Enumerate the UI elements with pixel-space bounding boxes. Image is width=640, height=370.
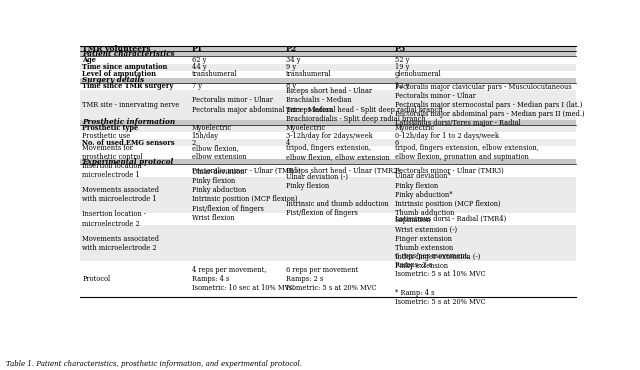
Text: transhumeral: transhumeral	[286, 70, 332, 78]
Bar	[80, 164, 576, 177]
Text: 6: 6	[395, 139, 399, 147]
Bar	[80, 177, 576, 213]
Text: 52 y: 52 y	[395, 56, 410, 64]
Bar	[80, 83, 576, 90]
Bar	[80, 225, 576, 261]
Text: Insertion location -
microelectrode 2: Insertion location - microelectrode 2	[83, 211, 147, 228]
Text: 8 y: 8 y	[286, 83, 296, 91]
Text: Patient characteristics: Patient characteristics	[83, 50, 175, 58]
Bar	[80, 71, 576, 78]
Bar	[80, 51, 576, 56]
Text: P1: P1	[191, 45, 203, 53]
Text: 7 y: 7 y	[191, 83, 202, 91]
Text: Age: Age	[83, 56, 97, 64]
Text: Protocol: Protocol	[83, 275, 111, 283]
Text: 12 y: 12 y	[395, 83, 410, 91]
Text: P2: P2	[286, 45, 297, 53]
Text: Pectoralis minor - Ulnar (TMR1): Pectoralis minor - Ulnar (TMR1)	[191, 166, 300, 175]
Text: 9 y: 9 y	[286, 63, 296, 71]
Text: 6 reps per movement,
Ramps: 2 s
Isometric: 5 s at 10% MVC

* Ramp: 4 s
Isometric: 6 reps per movement, Ramps: 2 s Isometri…	[395, 252, 486, 306]
Bar	[80, 125, 576, 132]
Text: Surgery details: Surgery details	[83, 77, 145, 84]
Text: No. of used EMG sensors: No. of used EMG sensors	[83, 139, 175, 147]
Text: Ulnar deviation (-)
Pinky flexion

Intrinsic and thumb adduction
Fist/flexion of: Ulnar deviation (-) Pinky flexion Intrin…	[286, 172, 388, 217]
Text: Movements for
prosthetic control: Movements for prosthetic control	[83, 144, 143, 161]
Text: Time since amputation: Time since amputation	[83, 63, 168, 71]
Bar	[80, 120, 576, 125]
Text: Pectoralis minor - Ulnar
Pectoralis major abdominal pars - Median: Pectoralis minor - Ulnar Pectoralis majo…	[191, 97, 333, 114]
Text: 62 y: 62 y	[191, 56, 206, 64]
Text: Prosthetic use: Prosthetic use	[83, 132, 131, 139]
Text: tripod, fingers extension, elbow extension,
elbow flexion, pronation and supinat: tripod, fingers extension, elbow extensi…	[395, 144, 539, 161]
Text: TMR volunteers: TMR volunteers	[83, 45, 151, 53]
Bar	[80, 147, 576, 159]
Text: Latissimus dorsi - Radial (TMR4): Latissimus dorsi - Radial (TMR4)	[395, 215, 506, 223]
Text: Level of amputation: Level of amputation	[83, 70, 157, 78]
Text: 34 y: 34 y	[286, 56, 300, 64]
Text: 44 y: 44 y	[191, 63, 206, 71]
Text: transhumeral: transhumeral	[191, 70, 237, 78]
Text: Supination
Wrist extension (-)
Finger extension
Thumb extension
Index finger ext: Supination Wrist extension (-) Finger ex…	[395, 216, 481, 270]
Text: Movements associated
with microelectrode 2: Movements associated with microelectrode…	[83, 235, 159, 252]
Text: Myoelectric: Myoelectric	[191, 124, 232, 132]
Bar	[80, 46, 576, 51]
Text: 4: 4	[286, 139, 290, 147]
Text: tripod, fingers extension,
elbow flexion, elbow extension: tripod, fingers extension, elbow flexion…	[286, 144, 390, 161]
Text: Myoelectric: Myoelectric	[395, 124, 435, 132]
Text: Pectoralis minor - Ulnar (TMR3): Pectoralis minor - Ulnar (TMR3)	[395, 166, 504, 175]
Bar	[80, 132, 576, 139]
Text: Time since TMR surgery: Time since TMR surgery	[83, 83, 174, 91]
Text: 2: 2	[191, 139, 196, 147]
Bar	[80, 64, 576, 71]
Text: Ulnar deviation
Pinky flexion
Pinky abduction
Intrinsic position (MCP flexion)
F: Ulnar deviation Pinky flexion Pinky abdu…	[191, 168, 297, 222]
Text: Prosthetic type: Prosthetic type	[83, 124, 139, 132]
Text: Table 1. Patient characteristics, prosthetic information, and experimental proto: Table 1. Patient characteristics, prosth…	[6, 360, 302, 368]
Text: Movements associated
with microelectrode 1: Movements associated with microelectrode…	[83, 186, 159, 204]
Text: glenohumeral: glenohumeral	[395, 70, 442, 78]
Text: TMR site - innervating nerve: TMR site - innervating nerve	[83, 101, 180, 109]
Bar	[80, 213, 576, 225]
Text: Ulnar deviation*
Pinky flexion
Pinky abduction*
Intrinsic position (MCP flexion): Ulnar deviation* Pinky flexion Pinky abd…	[395, 172, 500, 217]
Text: Biceps short head - Ulnar (TMR2): Biceps short head - Ulnar (TMR2)	[286, 166, 400, 175]
Text: 3-12h/day for 2days/week: 3-12h/day for 2days/week	[286, 132, 372, 139]
Text: Prosthetic information: Prosthetic information	[83, 118, 175, 127]
Text: 0-12h/day for 1 to 2 days/week: 0-12h/day for 1 to 2 days/week	[395, 132, 499, 139]
Text: 19 y: 19 y	[395, 63, 410, 71]
Text: P3: P3	[395, 45, 406, 53]
Text: 6 reps per movement
Ramps: 2 s
Isometric: 5 s at 20% MVC: 6 reps per movement Ramps: 2 s Isometric…	[286, 266, 376, 292]
Text: Myoelectric: Myoelectric	[286, 124, 326, 132]
Bar	[80, 56, 576, 64]
Bar	[80, 159, 576, 164]
Text: Insertion location -
microelectrode 1: Insertion location - microelectrode 1	[83, 162, 147, 179]
Bar	[80, 78, 576, 83]
Text: elbow flexion,
elbow extension: elbow flexion, elbow extension	[191, 144, 246, 161]
Text: Experimental protocol: Experimental protocol	[83, 158, 173, 166]
Bar	[80, 139, 576, 147]
Bar	[80, 261, 576, 296]
Text: 15h/day: 15h/day	[191, 132, 219, 139]
Bar	[80, 90, 576, 120]
Text: 4 reps per movement,
Ramps: 4 s
Isometric: 10 sec at 10% MVC: 4 reps per movement, Ramps: 4 s Isometri…	[191, 266, 294, 292]
Text: Biceps short head - Ulnar
Brachialis - Median
Triceps lateral head - Split deep : Biceps short head - Ulnar Brachialis - M…	[286, 87, 442, 123]
Text: Pectoralis major clavicular pars - Musculocutaneous
Pectoralis minor - Ulnar
Pec: Pectoralis major clavicular pars - Muscu…	[395, 83, 584, 127]
